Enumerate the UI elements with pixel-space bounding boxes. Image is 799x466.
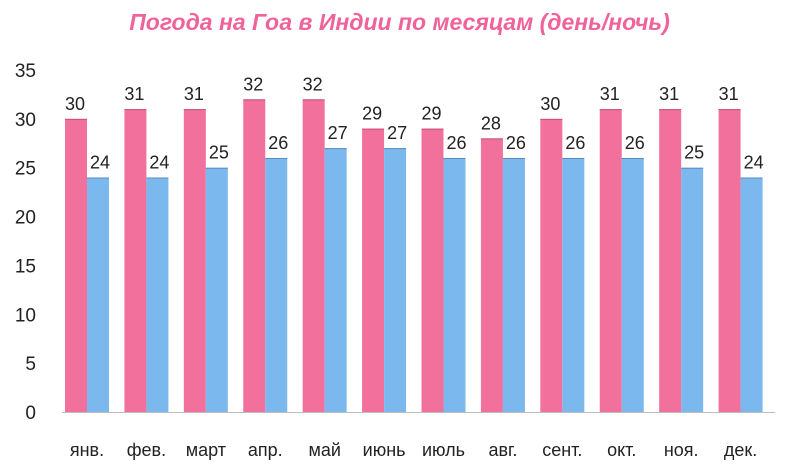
bar-night (87, 177, 109, 412)
bar-day (183, 109, 206, 412)
bar-night (740, 177, 763, 412)
x-category-label: авг. (488, 440, 517, 460)
bar-night (621, 157, 644, 412)
x-category-label: фев. (127, 440, 166, 460)
x-category-label: май (308, 440, 340, 460)
y-tick-label: 0 (25, 403, 36, 424)
x-category-label: июль (422, 440, 465, 460)
data-label-night: 25 (684, 143, 704, 163)
data-label-day: 31 (184, 84, 204, 104)
data-label-day: 32 (243, 74, 263, 94)
data-label-night: 24 (149, 152, 169, 172)
data-label-day: 31 (719, 84, 739, 104)
data-label-day: 30 (540, 94, 560, 114)
tick-labels: 0 5 10 15 20 25 30 35 янв. фев. март апр. май июнь июл… (15, 61, 757, 460)
data-label-night: 26 (446, 133, 466, 153)
x-category-label: дек. (724, 440, 757, 460)
bar-day (718, 109, 741, 412)
bar-day (243, 99, 266, 413)
bar-day (480, 138, 503, 412)
data-label-day: 31 (659, 84, 679, 104)
data-label-night: 24 (90, 152, 110, 172)
data-label-day: 30 (65, 94, 85, 114)
bar-day (540, 118, 563, 412)
data-label-night: 25 (209, 143, 229, 163)
data-label-night: 26 (506, 133, 526, 153)
bar-night (146, 177, 169, 412)
y-tick-label: 25 (15, 159, 36, 180)
x-category-label: янв. (70, 440, 104, 460)
x-category-label: сент. (542, 440, 582, 460)
bar-day (302, 99, 325, 413)
bar-night (384, 148, 407, 412)
bar-day (659, 109, 682, 412)
x-category-label: окт. (607, 440, 636, 460)
x-category-label: ноя. (664, 440, 699, 460)
y-tick-label: 20 (15, 208, 36, 229)
y-tick-label: 5 (25, 354, 36, 375)
bar-day (599, 109, 622, 412)
bars (65, 99, 763, 413)
bar-day (362, 128, 385, 412)
y-tick-label: 10 (15, 305, 36, 326)
data-label-night: 26 (625, 133, 645, 153)
x-category-label: март (186, 440, 226, 460)
y-tick-label: 15 (15, 256, 36, 277)
bar-night (562, 157, 585, 412)
data-label-day: 32 (303, 74, 323, 94)
y-tick-label: 35 (15, 61, 36, 82)
data-labels: 3024312431253226322729272926282630263126… (65, 74, 764, 172)
bar-day (421, 128, 444, 412)
data-label-night: 26 (565, 133, 585, 153)
data-label-day: 31 (124, 84, 144, 104)
data-label-day: 28 (481, 113, 501, 133)
bar-night (205, 167, 228, 412)
bar-day (124, 109, 147, 412)
data-label-night: 27 (387, 123, 407, 143)
bar-day (65, 118, 87, 412)
y-tick-label: 30 (15, 110, 36, 131)
data-label-night: 24 (744, 152, 764, 172)
bar-night (265, 157, 288, 412)
bar-night (324, 148, 347, 412)
x-category-label: июнь (363, 440, 406, 460)
data-label-day: 29 (421, 104, 441, 124)
chart-title: Погода на Гоа в Индии по месяцам (день/н… (129, 9, 670, 35)
x-category-label: апр. (248, 440, 283, 460)
data-label-night: 26 (268, 133, 288, 153)
data-label-night: 27 (328, 123, 348, 143)
bar-night (681, 167, 704, 412)
bar-night (443, 157, 466, 412)
data-label-day: 31 (600, 84, 620, 104)
data-label-day: 29 (362, 104, 382, 124)
bar-night (502, 157, 525, 412)
